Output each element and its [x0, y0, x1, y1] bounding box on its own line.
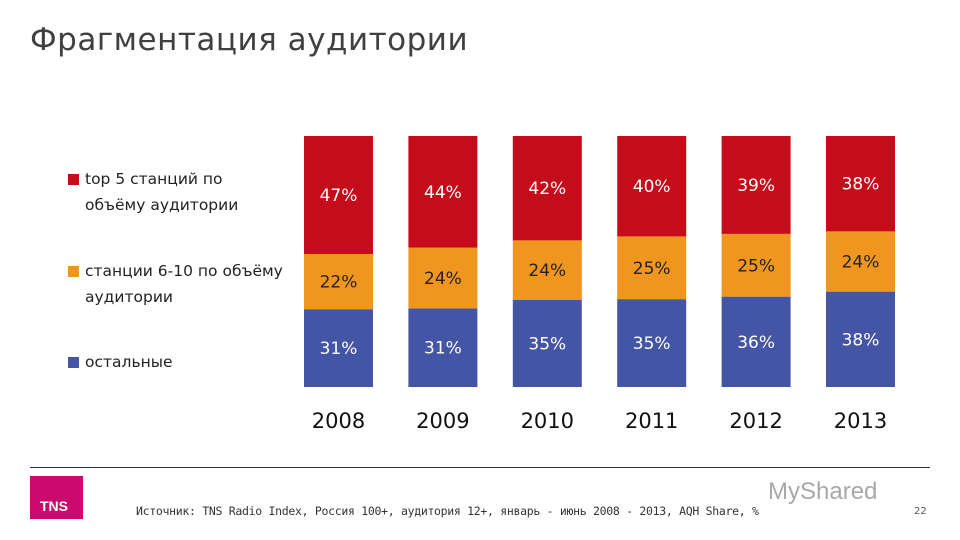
logo-text: TNS — [40, 498, 68, 514]
bar-segment — [304, 136, 373, 254]
x-tick-label: 2009 — [416, 409, 469, 433]
data-label: 36% — [737, 333, 775, 353]
data-label: 24% — [528, 261, 566, 281]
bar-segment — [512, 240, 582, 301]
x-tick-label: 2008 — [312, 409, 365, 433]
legend-label: остальные — [85, 353, 173, 371]
bar-segment — [721, 233, 791, 297]
legend-swatch-6-10 — [68, 266, 79, 277]
bar-segment — [617, 236, 687, 300]
data-label: 47% — [320, 186, 358, 206]
data-label: 31% — [320, 339, 358, 359]
x-tick-label: 2013 — [834, 409, 887, 433]
bar-segment — [826, 231, 895, 292]
footer-divider — [30, 467, 930, 468]
data-label: 24% — [424, 269, 462, 289]
data-label: 40% — [633, 177, 671, 197]
data-label: 31% — [424, 339, 462, 359]
legend-swatch-other — [68, 357, 79, 368]
data-label: 38% — [842, 175, 880, 195]
bar-segment — [408, 308, 478, 387]
bar-segment — [617, 136, 687, 237]
watermark: MyShared — [768, 478, 878, 505]
bar-segment — [512, 300, 582, 387]
tns-logo: TNS — [30, 476, 83, 519]
bar-segment — [721, 296, 791, 387]
bar-segment — [304, 309, 373, 387]
data-label: 25% — [737, 256, 775, 276]
bar-segment — [721, 136, 791, 234]
bar-segment — [512, 136, 582, 241]
bar-segment — [826, 291, 895, 387]
legend-item-6-10: станции 6-10 по объёму аудитории — [68, 258, 285, 310]
data-label: 35% — [633, 334, 671, 354]
legend-item-top5: top 5 станций по объёму аудитории — [68, 166, 285, 218]
data-label: 35% — [528, 335, 566, 355]
data-label: 38% — [842, 330, 880, 350]
data-label: 24% — [842, 253, 880, 273]
data-label: 22% — [320, 273, 358, 293]
x-tick-label: 2011 — [625, 409, 678, 433]
page-number: 22 — [914, 506, 927, 517]
x-tick-label: 2012 — [729, 409, 782, 433]
bar-segment — [617, 299, 687, 387]
bar-segment — [408, 136, 478, 248]
page-title: Фрагментация аудитории — [30, 22, 469, 58]
bar-segment — [304, 253, 373, 310]
legend-label: станции 6-10 по объёму аудитории — [85, 262, 283, 306]
source-note: Источник: TNS Radio Index, Россия 100+, … — [136, 504, 759, 518]
data-label: 25% — [633, 259, 671, 279]
legend-label: top 5 станций по объёму аудитории — [85, 170, 239, 214]
bar-segment — [408, 247, 478, 309]
bar-segment — [826, 136, 895, 232]
x-tick-label: 2010 — [521, 409, 574, 433]
legend-item-other: остальные — [68, 349, 285, 375]
data-label: 44% — [424, 183, 462, 203]
data-label: 42% — [528, 179, 566, 199]
data-label: 39% — [737, 176, 775, 196]
legend-swatch-top5 — [68, 174, 79, 185]
